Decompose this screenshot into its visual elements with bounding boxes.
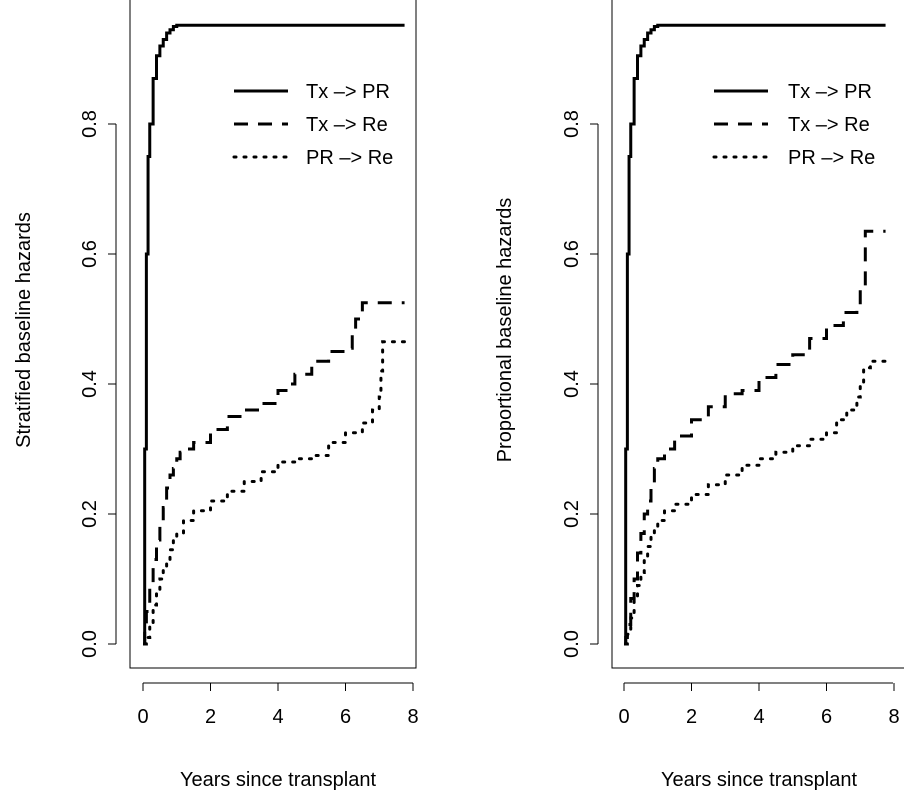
legend-label: PR –> Re xyxy=(306,147,393,169)
legend-label: Tx –> Re xyxy=(788,114,870,136)
series-layer xyxy=(624,23,888,646)
x-tick-label: 8 xyxy=(407,706,418,728)
y-axis-title: Proportional baseline hazards xyxy=(494,198,516,463)
y-axis: 0.0 0.2 0.4 0.6 0.8 xyxy=(561,110,599,658)
y-tick-label: 0.4 xyxy=(561,370,583,398)
y-tick-label: 0.6 xyxy=(561,240,583,268)
x-tick-label: 0 xyxy=(618,706,629,728)
series-line-solid xyxy=(624,23,886,646)
legend-label: Tx –> Re xyxy=(306,114,388,136)
legend-label: Tx –> PR xyxy=(788,81,872,103)
x-axis: 0 2 4 6 8 xyxy=(137,682,419,728)
x-axis: 0 2 4 6 8 xyxy=(618,682,900,728)
x-axis-title: Years since transplant xyxy=(180,769,376,791)
series-line-solid xyxy=(143,23,405,646)
series-line-dashed xyxy=(624,229,886,646)
y-tick-label: 0.0 xyxy=(79,630,101,658)
y-tick-label: 0.8 xyxy=(561,110,583,138)
legend-label: PR –> Re xyxy=(788,147,875,169)
x-tick-label: 6 xyxy=(821,706,832,728)
legend-label: Tx –> PR xyxy=(306,81,390,103)
legend: Tx –> PR Tx –> Re PR –> Re xyxy=(232,81,393,169)
series-line-dashed xyxy=(143,301,405,646)
x-tick-label: 6 xyxy=(340,706,351,728)
x-tick-label: 4 xyxy=(272,706,283,728)
proportional-hazards-chart: 0 2 4 6 8 0.0 0.2 0.4 0.6 0.8 Years since transp… xyxy=(494,0,904,791)
plot-box xyxy=(611,0,904,669)
series-layer xyxy=(143,23,407,646)
x-tick-label: 4 xyxy=(753,706,764,728)
y-tick-label: 0.8 xyxy=(79,110,101,138)
y-axis: 0.0 0.2 0.4 0.6 0.8 xyxy=(79,110,117,658)
stratified-hazards-chart: 0 2 4 6 8 0.0 0.2 0.4 0.6 0.8 Years since transp… xyxy=(13,0,419,791)
y-tick-label: 0.4 xyxy=(79,370,101,398)
x-tick-label: 2 xyxy=(205,706,216,728)
x-axis-title: Years since transplant xyxy=(661,769,857,791)
plot-box xyxy=(129,0,417,669)
y-tick-label: 0.2 xyxy=(561,500,583,528)
legend: Tx –> PR Tx –> Re PR –> Re xyxy=(712,81,875,169)
series-line-dotted xyxy=(143,340,407,646)
x-tick-label: 2 xyxy=(686,706,697,728)
y-axis-title: Stratified baseline hazards xyxy=(13,212,35,448)
y-tick-label: 0.0 xyxy=(561,630,583,658)
y-tick-label: 0.2 xyxy=(79,500,101,528)
y-tick-label: 0.6 xyxy=(79,240,101,268)
x-tick-label: 8 xyxy=(888,706,899,728)
series-line-dotted xyxy=(624,359,888,646)
x-tick-label: 0 xyxy=(137,706,148,728)
